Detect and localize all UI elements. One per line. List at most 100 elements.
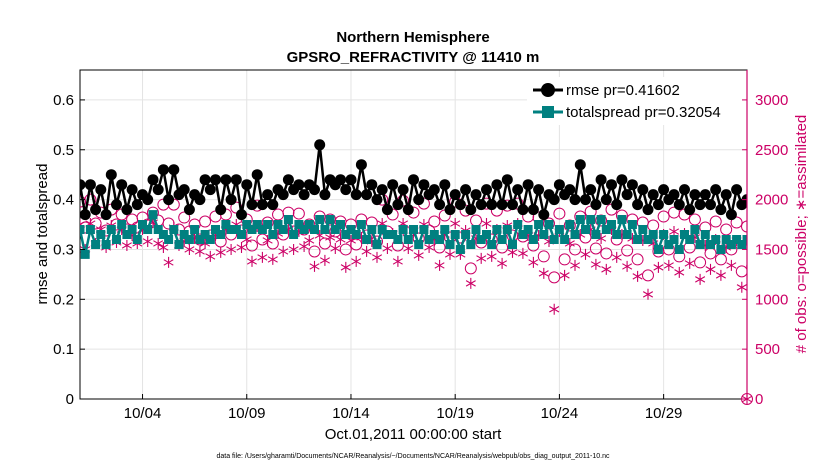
totalspread-point <box>424 235 434 244</box>
obs-possible-point <box>542 217 555 230</box>
obs-assimilated-point <box>815 234 825 245</box>
rmse-point <box>694 199 706 211</box>
obs-assimilated-point <box>205 250 216 262</box>
totalspread-point <box>774 225 783 234</box>
rmse-point <box>366 179 378 191</box>
obs-assimilated-point <box>570 259 581 271</box>
rmse-point <box>731 184 743 196</box>
rmse-point <box>679 184 690 196</box>
rmse-point <box>262 189 274 201</box>
rmse-point <box>533 184 545 196</box>
totalspread-point <box>257 225 267 234</box>
obs-assimilated-point <box>826 229 830 240</box>
totalspread-point <box>138 220 147 229</box>
totalspread-point <box>638 225 648 234</box>
legend-rmse-label: rmse pr=0.41602 <box>566 82 680 99</box>
obs-assimilated-point <box>580 248 591 260</box>
totalspread-point <box>711 235 721 244</box>
obs-possible-point <box>548 271 561 284</box>
obs-possible-point <box>730 216 743 229</box>
obs-possible-point <box>558 253 571 266</box>
rmse-point <box>668 189 680 201</box>
y-tick-label-right: 3000 <box>755 92 788 109</box>
obs-possible-point <box>245 239 258 252</box>
totalspread-point <box>148 210 158 220</box>
totalspread-point <box>690 225 700 234</box>
rmse-point <box>340 184 352 196</box>
totalspread-point <box>195 235 205 244</box>
totalspread-point <box>732 235 742 244</box>
totalspread-point <box>247 225 257 234</box>
obs-assimilated-point <box>486 250 497 262</box>
rmse-point <box>517 204 529 216</box>
obs-assimilated-point <box>747 279 757 290</box>
obs-assimilated-point <box>559 269 570 281</box>
totalspread-point <box>674 245 684 254</box>
y-tick-label-left: 0.4 <box>53 192 74 209</box>
totalspread-point <box>362 235 372 244</box>
totalspread-point <box>190 225 200 234</box>
totalspread-point <box>112 235 121 244</box>
totalspread-point <box>419 225 429 234</box>
totalspread-point <box>466 240 476 249</box>
totalspread-point <box>351 230 361 239</box>
obs-assimilated-point <box>810 270 820 281</box>
rmse-point <box>371 194 383 206</box>
totalspread-point <box>816 235 825 244</box>
rmse-point <box>267 199 279 211</box>
obs-assimilated-point <box>768 262 778 273</box>
obs-possible-point <box>631 253 644 266</box>
y-tick-label-right: 2500 <box>755 142 788 159</box>
rmse-point <box>335 174 346 186</box>
totalspread-point <box>242 220 252 229</box>
totalspread-point <box>211 225 220 234</box>
rmse-point <box>210 174 221 186</box>
obs-zero-star <box>741 393 753 405</box>
chart-title: Northern Hemisphere <box>336 29 489 46</box>
obs-possible-point <box>621 244 634 257</box>
obs-assimilated-point <box>763 228 773 239</box>
rmse-point <box>236 209 247 221</box>
rmse-point <box>376 184 388 196</box>
legend-totalspread-label: totalspread pr=0.32054 <box>566 104 721 121</box>
totalspread-point <box>205 235 215 244</box>
totalspread-point <box>435 235 445 244</box>
totalspread-point <box>523 225 533 234</box>
totalspread-point <box>278 225 288 234</box>
obs-assimilated-point <box>257 251 268 263</box>
obs-assimilated-point <box>663 259 674 271</box>
rmse-point <box>314 139 326 151</box>
y-tick-label-right: 0 <box>755 391 763 408</box>
totalspread-point <box>669 235 679 244</box>
obs-possible-point <box>762 209 773 220</box>
obs-possible-point <box>641 269 654 282</box>
obs-assimilated-point <box>450 218 461 229</box>
totalspread-point <box>143 225 153 234</box>
totalspread-point <box>560 235 570 244</box>
rmse-point <box>397 184 409 196</box>
rmse-point <box>282 174 294 186</box>
obs-assimilated-point <box>695 273 706 285</box>
obs-assimilated-point <box>319 254 330 266</box>
totalspread-point <box>179 230 189 239</box>
obs-possible-point <box>553 207 566 220</box>
totalspread-point <box>325 215 335 224</box>
totalspread-point <box>461 230 471 239</box>
totalspread-point <box>80 225 85 234</box>
y-tick-label-right: 1000 <box>755 291 788 308</box>
y-tick-label-right: 500 <box>755 341 780 358</box>
rmse-point <box>600 194 612 206</box>
rmse-point <box>215 204 227 216</box>
totalspread-point <box>283 215 293 224</box>
totalspread-point <box>153 225 163 234</box>
rmse-point <box>501 174 513 186</box>
rmse-point <box>647 189 659 201</box>
rmse-point <box>418 179 430 191</box>
totalspread-point <box>513 220 523 229</box>
rmse-point <box>611 199 623 211</box>
obs-assimilated-point <box>528 256 539 268</box>
totalspread-point <box>487 240 497 249</box>
totalspread-point <box>581 225 590 234</box>
rmse-point <box>309 184 320 196</box>
